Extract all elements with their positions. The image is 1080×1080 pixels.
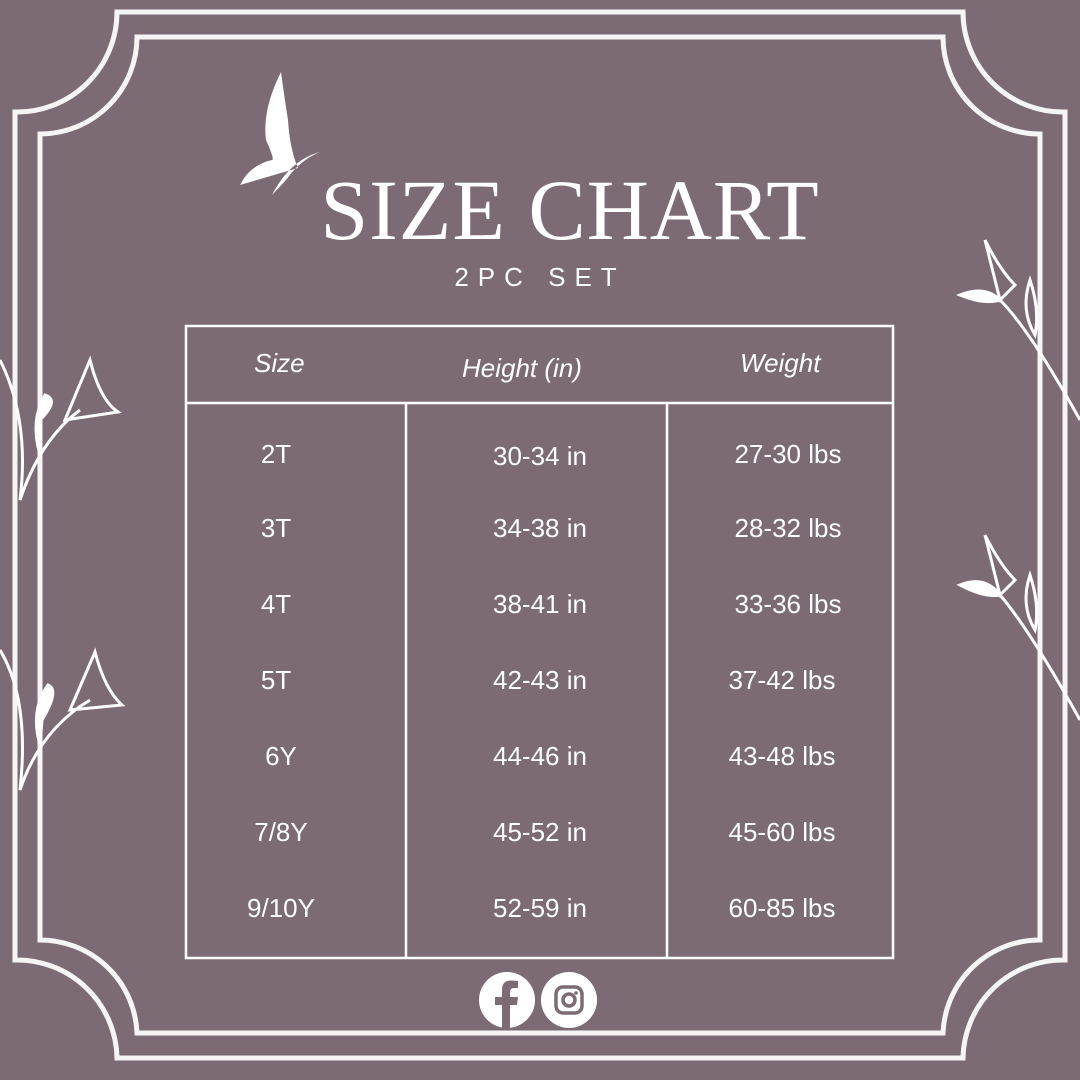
cell-size: 3T xyxy=(260,513,292,543)
cell-weight: 27-30 lbs xyxy=(734,439,842,469)
cell-weight: 37-42 lbs xyxy=(728,665,836,695)
cell-weight: 43-48 lbs xyxy=(728,741,836,771)
table-grid xyxy=(184,324,895,960)
cell-height: 45-52 in xyxy=(493,817,587,847)
page-subtitle: 2PC SET xyxy=(454,262,626,292)
butterfly-logo-icon xyxy=(240,72,320,195)
leaf-vine-right xyxy=(955,239,1080,721)
cell-weight: 60-85 lbs xyxy=(728,893,836,923)
cell-height: 34-38 in xyxy=(493,513,587,543)
page-title: SIZE CHART xyxy=(320,162,820,258)
cell-weight: 45-60 lbs xyxy=(728,817,836,847)
cell-size: 2T xyxy=(260,439,292,469)
cell-height: 52-59 in xyxy=(493,893,587,923)
cell-weight: 33-36 lbs xyxy=(734,589,842,619)
cell-size: 5T xyxy=(260,665,292,695)
cell-size: 7/8Y xyxy=(254,817,308,847)
cell-weight: 28-32 lbs xyxy=(734,513,842,543)
leaf-vine-left xyxy=(0,355,126,791)
cell-height: 42-43 in xyxy=(493,665,587,695)
header-weight: Weight xyxy=(740,348,821,378)
header-size: Size xyxy=(254,348,305,378)
size-table: Size Height (in) Weight 2T 30-34 in 27-3… xyxy=(186,326,893,958)
cell-height: 44-46 in xyxy=(493,741,587,771)
header-height: Height (in) xyxy=(462,353,582,383)
cell-size: 9/10Y xyxy=(247,893,315,923)
cell-height: 38-41 in xyxy=(493,589,587,619)
cell-size: 4T xyxy=(260,589,292,619)
facebook-icon[interactable] xyxy=(479,972,535,1028)
instagram-icon[interactable] xyxy=(541,972,597,1028)
cell-height: 30-34 in xyxy=(493,441,587,471)
cell-size: 6Y xyxy=(265,741,297,771)
